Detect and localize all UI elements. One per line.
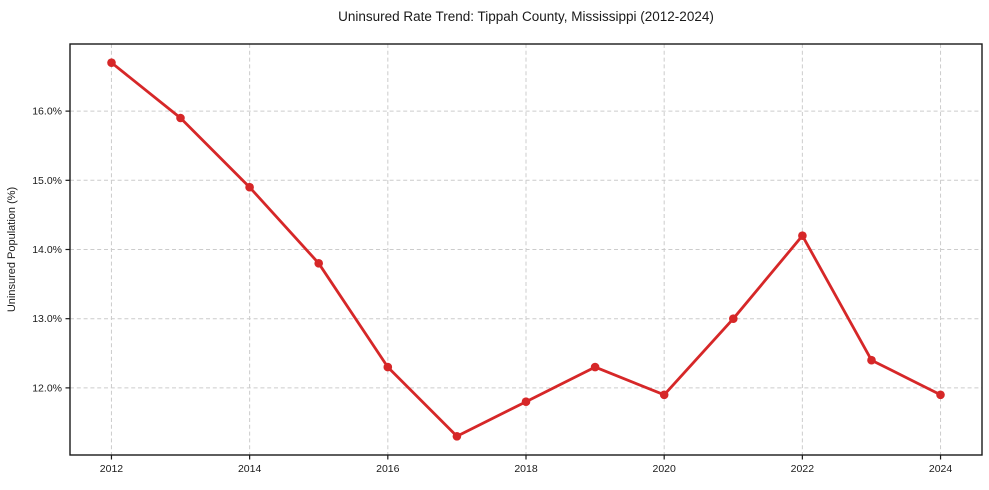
data-point	[521, 397, 531, 407]
y-axis-label: Uninsured Population (%)	[6, 187, 18, 312]
y-tick-label: 15.0%	[32, 175, 62, 187]
y-tick-label: 13.0%	[32, 313, 62, 325]
data-point	[729, 314, 738, 324]
data-series	[107, 58, 945, 441]
x-tick-label: 2014	[238, 463, 262, 475]
data-point	[867, 355, 876, 365]
x-tick-labels: 2012 2014 2016 2018 2020 2022 2024	[100, 463, 953, 475]
data-point	[314, 259, 324, 268]
x-tick-label: 2012	[100, 463, 124, 475]
x-tick-label: 2022	[791, 463, 815, 475]
data-point	[176, 113, 185, 123]
x-tick-label: 2018	[514, 463, 538, 475]
data-point	[936, 390, 945, 400]
y-tick-labels: 12.0% 13.0% 14.0% 15.0% 16.0%	[32, 106, 62, 395]
data-point	[107, 58, 116, 67]
x-tick-label: 2024	[929, 463, 953, 475]
data-point	[245, 182, 254, 192]
x-tick-label: 2020	[653, 463, 677, 475]
y-tick-label: 12.0%	[32, 382, 62, 394]
axis-ticks	[65, 110, 942, 460]
chart-title: Uninsured Rate Trend: Tippah County, Mis…	[338, 9, 714, 24]
data-point	[659, 390, 669, 400]
data-point	[383, 362, 393, 372]
y-tick-label: 16.0%	[32, 106, 62, 118]
gridlines	[70, 44, 982, 455]
plot-border	[69, 43, 983, 456]
data-point	[590, 362, 600, 372]
data-point	[452, 432, 462, 441]
data-point	[798, 231, 807, 240]
y-tick-label: 14.0%	[32, 244, 62, 256]
x-tick-label: 2016	[376, 463, 400, 475]
